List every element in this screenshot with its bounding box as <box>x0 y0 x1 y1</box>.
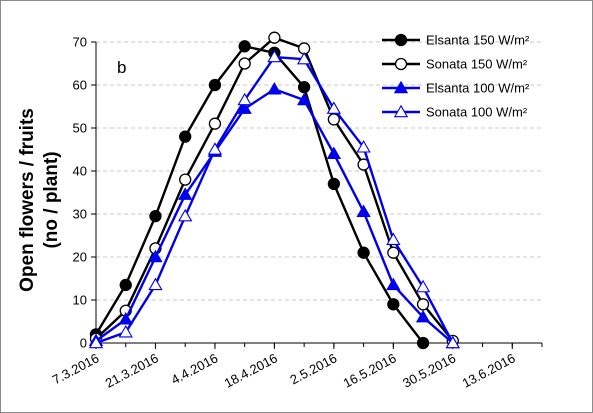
data-point <box>299 82 310 93</box>
x-tick-label: 21.3.2016 <box>103 350 161 390</box>
legend-entry-3: Elsanta 100 W/m² <box>382 81 530 96</box>
data-point <box>358 247 369 258</box>
data-point <box>357 206 369 217</box>
data-point <box>209 118 220 129</box>
x-tick-label: 16.5.2016 <box>341 350 399 390</box>
x-tick-label: 18.4.2016 <box>222 350 280 390</box>
legend-label: Sonata 150 W/m² <box>426 57 528 72</box>
data-point <box>417 281 429 292</box>
legend-entry-4: Sonata 100 W/m² <box>382 105 528 120</box>
y-axis-title-line1: Open flowers / fruits <box>17 108 38 292</box>
data-point <box>239 41 250 52</box>
y-axis-title-line2: (no / plant) <box>41 151 62 248</box>
legend-label: Sonata 100 W/m² <box>426 105 528 120</box>
y-tick-label: 0 <box>80 336 87 351</box>
legend: Elsanta 150 W/m² Sonata 150 W/m² Elsanta 1… <box>382 33 530 120</box>
data-point <box>180 174 191 185</box>
legend-label: Elsanta 150 W/m² <box>426 33 530 48</box>
data-point <box>180 131 191 142</box>
x-tick-label: 13.6.2016 <box>460 350 518 390</box>
data-point <box>418 299 429 310</box>
y-tick-label: 10 <box>73 293 87 308</box>
x-tick-label: 2.5.2016 <box>288 350 340 387</box>
data-point <box>150 211 161 222</box>
legend-marker <box>396 35 407 46</box>
x-tick-label: 4.4.2016 <box>169 350 221 387</box>
series-3 <box>90 83 459 348</box>
y-tick-label: 70 <box>73 35 87 50</box>
y-tick-label: 30 <box>73 207 87 222</box>
series-layer <box>90 32 459 348</box>
series-4 <box>90 51 459 348</box>
y-tick-label: 20 <box>73 250 87 265</box>
legend-marker <box>396 59 407 70</box>
data-point <box>387 279 399 290</box>
y-tick-label: 40 <box>73 164 87 179</box>
y-tick-label: 60 <box>73 78 87 93</box>
legend-label: Elsanta 100 W/m² <box>426 81 530 96</box>
data-point <box>328 178 339 189</box>
data-point <box>120 326 132 337</box>
y-tick-label: 50 <box>73 121 87 136</box>
data-point <box>328 148 340 159</box>
data-point <box>120 279 131 290</box>
data-point <box>269 32 280 43</box>
data-point <box>149 279 161 290</box>
data-point <box>388 299 399 310</box>
data-point <box>179 210 191 221</box>
x-tick-label: 7.3.2016 <box>50 350 102 387</box>
panel-label: b <box>117 58 126 77</box>
x-tick-label: 30.5.2016 <box>400 350 458 390</box>
legend-entry-2: Sonata 150 W/m² <box>382 57 528 72</box>
data-point <box>388 247 399 258</box>
data-point <box>209 80 220 91</box>
legend-entry-1: Elsanta 150 W/m² <box>382 33 530 48</box>
data-point <box>418 338 429 349</box>
data-point <box>239 58 250 69</box>
